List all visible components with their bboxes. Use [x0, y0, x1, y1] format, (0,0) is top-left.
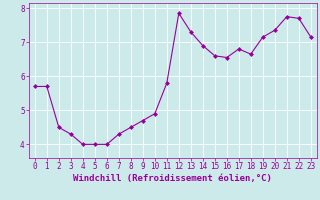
- X-axis label: Windchill (Refroidissement éolien,°C): Windchill (Refroidissement éolien,°C): [73, 174, 272, 183]
